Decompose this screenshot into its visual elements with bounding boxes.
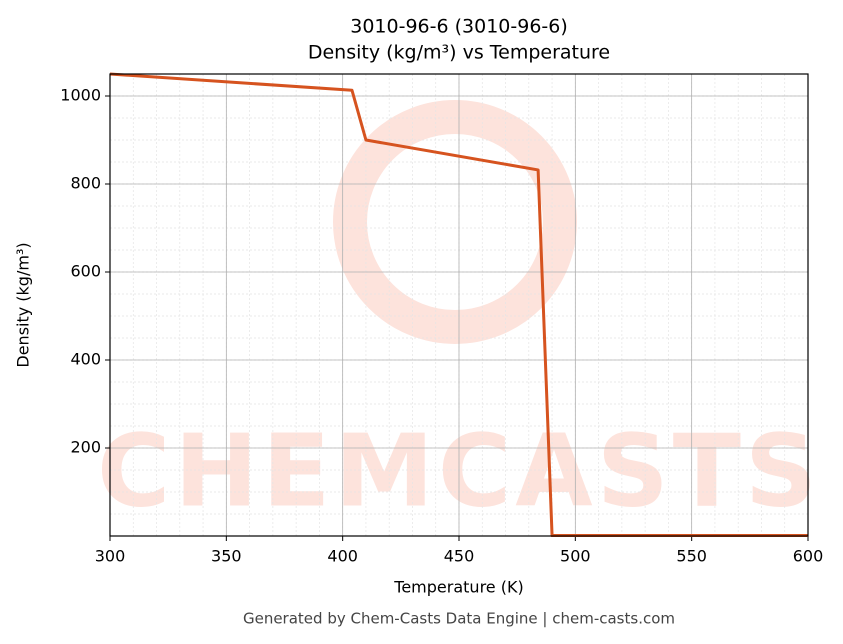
y-tick-label: 400	[70, 350, 101, 369]
footer: Generated by Chem-Casts Data Engine | ch…	[243, 610, 675, 628]
watermark: CHEMCASTS	[97, 412, 821, 529]
y-tick-label: 200	[70, 438, 101, 457]
x-tick-label: 350	[211, 547, 242, 566]
x-tick-label: 300	[95, 547, 126, 566]
y-axis-label: Density (kg/m³)	[14, 242, 33, 367]
x-tick-label: 450	[444, 547, 475, 566]
y-tick-label: 600	[70, 262, 101, 281]
x-tick-label: 500	[560, 547, 591, 566]
watermark-logo	[333, 100, 577, 344]
chart-title: 3010-96-6 (3010-96-6)	[350, 16, 568, 38]
x-tick-label: 600	[793, 547, 824, 566]
plot-frame	[109, 73, 809, 537]
x-tick-label: 550	[676, 547, 707, 566]
chart-subtitle: Density (kg/m³) vs Temperature	[308, 42, 610, 64]
x-tick-label: 400	[327, 547, 358, 566]
y-tick-label: 800	[70, 174, 101, 193]
x-axis-label: Temperature (K)	[393, 578, 523, 597]
y-tick-label: 1000	[60, 86, 101, 105]
